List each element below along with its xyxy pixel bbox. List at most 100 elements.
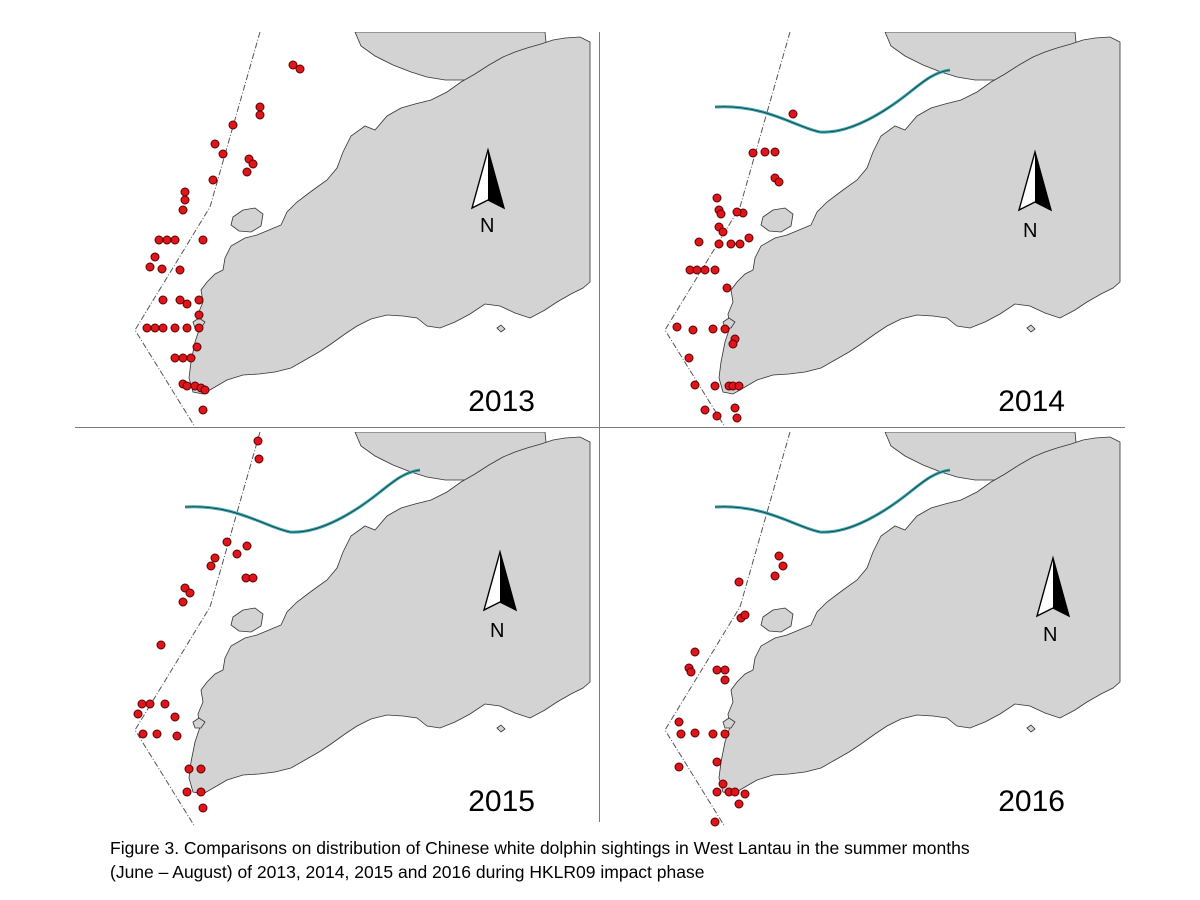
- dolphin-sighting-marker: [774, 551, 784, 561]
- dolphin-sighting-marker: [158, 323, 168, 333]
- tai-o-island: [760, 207, 794, 233]
- islet: [496, 724, 506, 733]
- north-arrow-shadow: [488, 150, 504, 208]
- dolphin-sighting-marker: [186, 353, 196, 363]
- dolphin-sighting-marker: [145, 699, 155, 709]
- panel-divider-horizontal: [75, 427, 1125, 428]
- dolphin-sighting-marker: [145, 262, 155, 272]
- dolphin-sighting-marker: [138, 729, 148, 739]
- lantau-island: [188, 436, 591, 795]
- dolphin-sighting-marker: [242, 167, 252, 177]
- dolphin-sighting-marker: [295, 64, 305, 74]
- dolphin-sighting-marker: [152, 729, 162, 739]
- dolphin-sighting-marker: [172, 731, 182, 741]
- survey-boundary-line: [134, 432, 261, 827]
- dolphin-sighting-marker: [170, 323, 180, 333]
- survey-boundary-line: [134, 32, 261, 427]
- dolphin-sighting-marker: [180, 187, 190, 197]
- dolphin-sighting-marker: [210, 553, 220, 563]
- lantau-island: [718, 36, 1121, 395]
- dolphin-sighting-marker: [760, 147, 770, 157]
- dolphin-sighting-marker: [248, 573, 258, 583]
- dolphin-sighting-marker: [740, 789, 750, 799]
- dolphin-sighting-marker: [200, 385, 210, 395]
- dolphin-sighting-marker: [178, 205, 188, 215]
- bridge-link-outline: [184, 469, 421, 533]
- dolphin-sighting-marker: [208, 175, 218, 185]
- panel-divider-vertical: [599, 32, 600, 822]
- dolphin-sighting-marker: [712, 787, 722, 797]
- dolphin-sighting-marker: [720, 675, 730, 685]
- dolphin-sighting-marker: [194, 310, 204, 320]
- north-arrow-shadow: [500, 552, 516, 610]
- dolphin-sighting-marker: [700, 265, 710, 275]
- dolphin-sighting-marker: [744, 233, 754, 243]
- dolphin-sighting-marker: [254, 454, 264, 464]
- dolphin-sighting-marker: [157, 264, 167, 274]
- dolphin-sighting-marker: [674, 717, 684, 727]
- dolphin-sighting-marker: [182, 323, 192, 333]
- dolphin-sighting-marker: [710, 817, 720, 827]
- dolphin-sighting-marker: [182, 299, 192, 309]
- dolphin-sighting-marker: [175, 295, 185, 305]
- dolphin-sighting-marker: [198, 803, 208, 813]
- dolphin-sighting-marker: [178, 353, 188, 363]
- north-arrow-label: N: [1043, 624, 1058, 646]
- bridge-link-outline: [714, 69, 951, 133]
- dolphin-sighting-marker: [712, 665, 722, 675]
- dolphin-sighting-marker: [700, 405, 710, 415]
- year-label: 2014: [998, 385, 1065, 418]
- dolphin-sighting-marker: [732, 413, 742, 423]
- dolphin-sighting-marker: [228, 120, 238, 130]
- dolphin-sighting-marker: [178, 597, 188, 607]
- dolphin-sighting-marker: [676, 729, 686, 739]
- caption-line: Figure 3. Comparisons on distribution of…: [110, 838, 970, 858]
- dolphin-sighting-marker: [170, 353, 180, 363]
- dolphin-sighting-marker: [175, 265, 185, 275]
- dolphin-sighting-marker: [688, 325, 698, 335]
- dolphin-sighting-marker: [196, 787, 206, 797]
- islet: [1026, 324, 1036, 333]
- islet: [192, 717, 206, 729]
- map-2016: [664, 432, 1121, 827]
- bridge-link-outline: [714, 469, 951, 533]
- dolphin-sighting-marker: [288, 60, 298, 70]
- dolphin-sighting-marker: [748, 148, 758, 158]
- dolphin-sighting-marker: [690, 647, 700, 657]
- dolphin-sighting-marker: [218, 149, 228, 159]
- north-arrow-label: N: [1023, 220, 1038, 242]
- dolphin-sighting-marker: [150, 252, 160, 262]
- dolphin-sighting-marker: [735, 239, 745, 249]
- dolphin-sighting-marker: [734, 381, 744, 391]
- tai-o-island: [230, 207, 264, 233]
- lantau-island: [188, 36, 591, 395]
- dolphin-sighting-marker: [194, 323, 204, 333]
- north-arrow-shadow: [1053, 558, 1069, 616]
- year-label: 2016: [998, 785, 1065, 818]
- dolphin-sighting-marker: [690, 380, 700, 390]
- dolphin-sighting-marker: [170, 712, 180, 722]
- north-arrow-label: N: [490, 620, 505, 642]
- map-panel-2015: 2015 N: [75, 432, 595, 827]
- dolphin-sighting-marker: [716, 209, 726, 219]
- map-panel-2014: 2014 N: [605, 32, 1125, 427]
- dolphin-sighting-marker: [232, 549, 242, 559]
- year-label: 2015: [468, 785, 535, 818]
- dolphin-sighting-marker: [255, 102, 265, 112]
- dolphin-sighting-marker: [778, 561, 788, 571]
- lantau-island: [718, 436, 1121, 795]
- dolphin-sighting-marker: [196, 764, 206, 774]
- map-panel-2016: 2016 N: [605, 432, 1125, 827]
- dolphin-sighting-marker: [674, 762, 684, 772]
- year-label: 2013: [468, 385, 535, 418]
- tai-o-island: [760, 607, 794, 633]
- dolphin-sighting-marker: [720, 665, 730, 675]
- dolphin-sighting-marker: [160, 699, 170, 709]
- dolphin-sighting-marker: [162, 235, 172, 245]
- tai-o-island: [230, 607, 264, 633]
- dolphin-sighting-marker: [722, 283, 732, 293]
- map-2015: [133, 432, 591, 827]
- dolphin-sighting-marker: [728, 339, 738, 349]
- dolphin-sighting-marker: [770, 147, 780, 157]
- caption-line: (June – August) of 2013, 2014, 2015 and …: [110, 862, 705, 882]
